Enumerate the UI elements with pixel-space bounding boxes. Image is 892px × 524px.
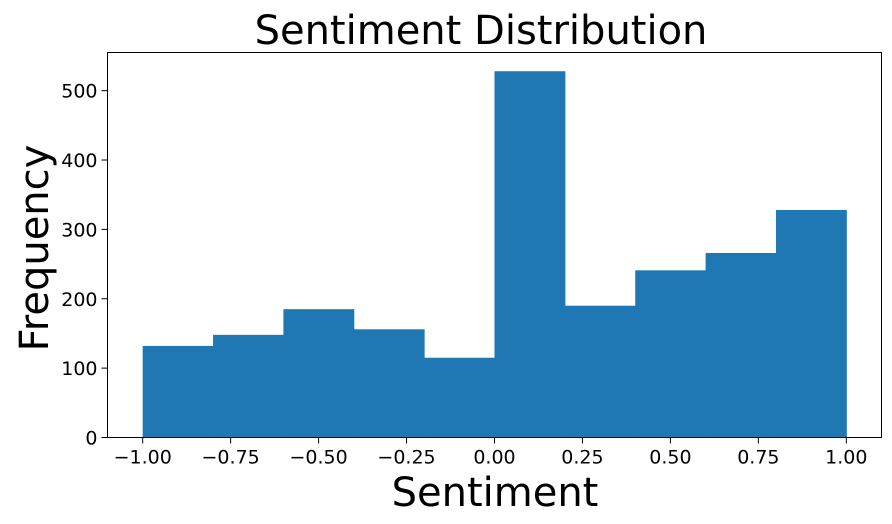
y-tick-label: 200 xyxy=(61,289,97,311)
x-tick-label: 0.50 xyxy=(649,447,691,469)
y-tick-label: 100 xyxy=(61,358,97,380)
x-axis-label: Sentiment xyxy=(392,470,599,516)
x-tick-label: 0.00 xyxy=(473,447,515,469)
y-tick-label: 0 xyxy=(85,428,97,450)
y-tick-label: 300 xyxy=(61,219,97,241)
histogram-bar xyxy=(353,329,425,438)
x-tick-label: 0.75 xyxy=(737,447,779,469)
chart-title: Sentiment Distribution xyxy=(255,8,708,54)
y-tick-label: 400 xyxy=(61,150,97,172)
histogram-bar xyxy=(283,309,355,438)
histogram-bar xyxy=(213,334,284,438)
histogram-bar xyxy=(494,71,566,438)
y-axis-label: Frequency xyxy=(12,145,58,352)
x-tick-label: −0.25 xyxy=(377,447,435,469)
x-tick-label: 0.25 xyxy=(561,447,603,469)
histogram-bar xyxy=(705,252,777,438)
histogram-bar xyxy=(564,305,636,438)
y-tick-label: 500 xyxy=(61,81,97,103)
histogram-bar xyxy=(142,345,214,438)
histogram-bar xyxy=(424,357,495,438)
x-tick-label: −0.75 xyxy=(202,447,260,469)
x-axis: −1.00 −0.75 −0.50 −0.25 0.00 0.25 0.50 0.75 1.00 xyxy=(114,437,867,469)
x-tick-label: 1.00 xyxy=(825,447,867,469)
x-tick-label: −0.50 xyxy=(289,447,347,469)
y-axis: 0 100 200 300 400 500 xyxy=(61,81,108,450)
bars-group xyxy=(142,71,847,438)
histogram-bar xyxy=(775,209,847,438)
x-tick-label: −1.00 xyxy=(114,447,172,469)
histogram-bar xyxy=(635,270,707,438)
